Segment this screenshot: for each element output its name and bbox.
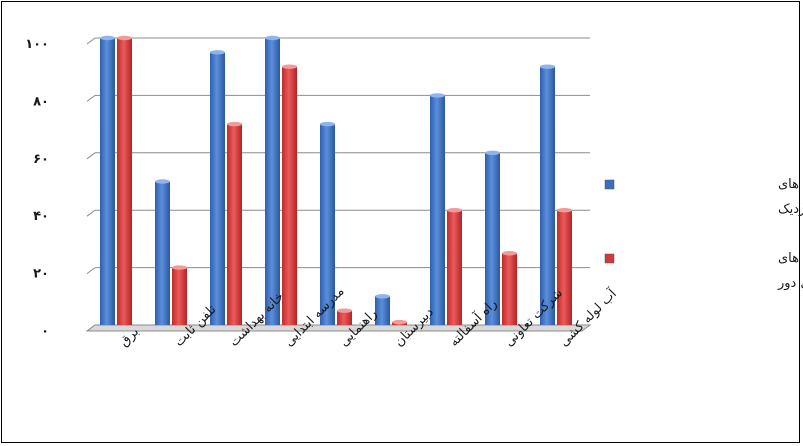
bar-near xyxy=(210,50,225,325)
bar-far xyxy=(227,121,242,325)
legend-label: درصد از کل نمونه های xyxy=(778,251,803,266)
gridline-diag xyxy=(86,95,96,102)
bar-far xyxy=(557,208,572,325)
y-tick-label: ۸۰ xyxy=(33,94,49,109)
legend-swatch xyxy=(604,179,615,190)
gridline-diag xyxy=(86,209,96,217)
bar-near xyxy=(430,93,445,326)
legend-label: درصد از کل نمونه های xyxy=(778,177,803,192)
y-axis-ticks: ۰ ۲۰ ۴۰ ۶۰ ۸۰ ۱۰۰ xyxy=(25,37,49,339)
gridline-diag xyxy=(86,152,96,160)
legend-swatch xyxy=(604,253,615,264)
y-tick-label: ۱۰۰ xyxy=(25,37,49,52)
gridline-diag xyxy=(86,37,96,45)
bars xyxy=(100,35,572,326)
y-tick-label: ۲۰ xyxy=(33,267,49,282)
y-tick-label: ۰ xyxy=(41,324,49,339)
y-tick-label: ۴۰ xyxy=(33,209,49,224)
legend-label: روستاهای نزدیک xyxy=(778,202,803,217)
chart-floor xyxy=(85,324,592,332)
bar-near xyxy=(375,294,390,325)
y-tick-label: ۶۰ xyxy=(33,152,49,167)
bar-far xyxy=(117,35,132,325)
bar-near xyxy=(265,35,280,325)
bar-near xyxy=(155,179,170,325)
bar-far xyxy=(337,308,352,325)
bar-far xyxy=(447,208,462,325)
bar-far xyxy=(502,251,517,325)
bar-near xyxy=(540,64,555,325)
bar-far xyxy=(172,265,187,325)
bar-far xyxy=(392,319,407,325)
bar-near xyxy=(485,150,500,325)
legend-label: روستایی دور xyxy=(777,276,803,291)
bar-near xyxy=(320,121,335,325)
floor-plane xyxy=(85,324,592,332)
legend: درصد از کل نمونه های روستاهای نزدیک درصد ا… xyxy=(604,177,803,291)
bar-far xyxy=(282,64,297,325)
bar-near xyxy=(100,35,115,325)
gridline-diag xyxy=(86,267,96,275)
